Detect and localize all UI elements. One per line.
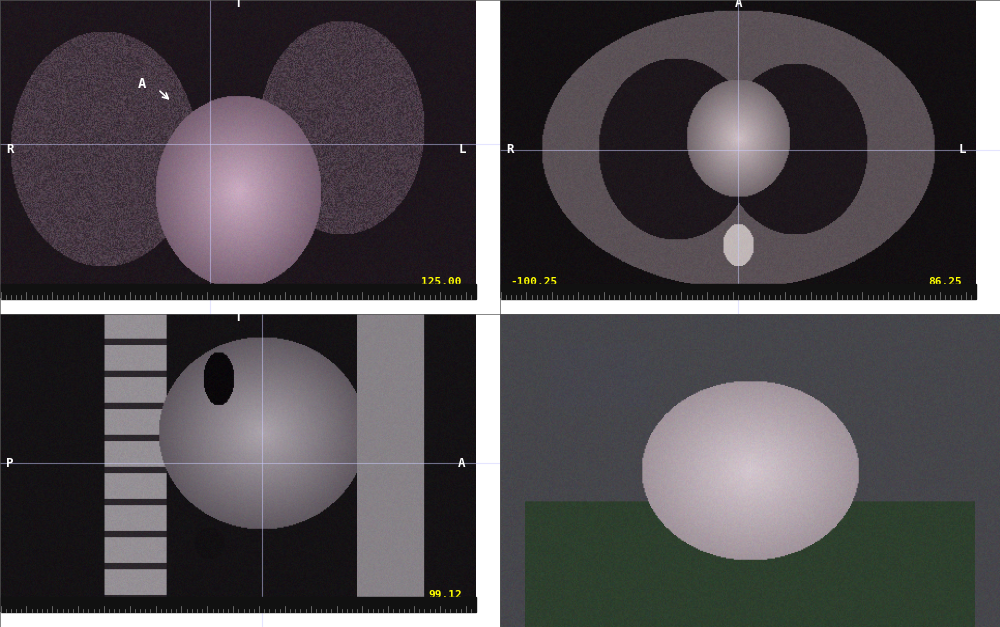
Text: B: B [235,599,242,613]
Bar [1,283,476,298]
Text: -100.25: -100.25 [510,277,557,287]
Text: T: T [235,0,242,10]
Text: R: R [6,143,14,156]
Text: P: P [6,456,14,470]
Bar [1,597,476,612]
Text: 86.25: 86.25 [928,277,962,287]
Text: L: L [958,143,966,156]
Text: A: A [138,77,147,91]
Text: R: R [506,143,514,156]
Text: A: A [735,0,742,10]
Text: 125.00: 125.00 [421,277,462,287]
Text: P: P [735,286,742,299]
Text: 99.12: 99.12 [428,590,462,600]
Text: L: L [458,143,466,156]
Bar [501,283,976,298]
Text: T: T [235,310,242,324]
Text: B: B [235,286,242,299]
Text: A: A [458,456,466,470]
